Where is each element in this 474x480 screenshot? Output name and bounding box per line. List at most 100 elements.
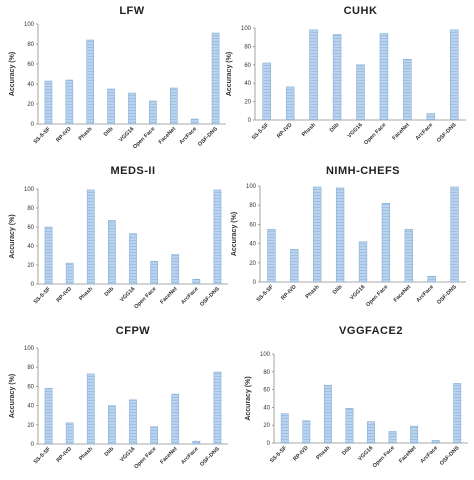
x-category-label: RP-IVD (55, 126, 72, 143)
y-tick-label: 60 (27, 384, 34, 390)
y-tick-label: 80 (244, 44, 251, 50)
chart-title: NIMH-CHEFS (326, 165, 400, 177)
x-category-label: Dlib (341, 445, 353, 457)
y-tick-label: 40 (27, 404, 34, 410)
x-category-label: OSF-DNS (439, 445, 461, 467)
x-category-label: FaceNet (393, 284, 412, 303)
bar-ss-5-sf (44, 226, 53, 285)
bar-phash (86, 373, 95, 445)
x-category-label: ArcFace (415, 122, 435, 142)
bar-arcface (427, 275, 436, 283)
bar-vgg16 (129, 399, 137, 445)
bar-phash (323, 384, 332, 444)
y-tick-label: 0 (253, 280, 257, 286)
bar-arcface (431, 440, 440, 444)
bar-osf-dns (213, 189, 222, 285)
y-tick-label: 0 (31, 282, 35, 288)
x-category-label: Dlib (104, 446, 116, 458)
y-tick-label: 20 (27, 102, 34, 108)
x-category-label: FaceNet (391, 122, 410, 141)
bar-rp-ivd (290, 249, 299, 283)
x-category-label: ArcFace (180, 286, 200, 306)
chart-svg: LFW Accuracy (%) 0 20 40 60 80 100 SS-5-SF RP-IVD… (9, 5, 226, 150)
bar-dlib (108, 405, 116, 445)
bar-facenet (410, 425, 419, 444)
bar-rp-ivd (65, 422, 74, 445)
x-category-label: ArcFace (180, 446, 200, 466)
x-category-label: RP-IVD (56, 446, 73, 463)
y-tick-label: 100 (241, 26, 252, 32)
bar-vgg16 (358, 241, 368, 283)
y-axis-label: Accuracy (%) (9, 374, 16, 418)
x-category-label: Open Face (365, 284, 389, 308)
y-tick-label: 60 (27, 225, 34, 231)
bar-facenet (171, 393, 180, 445)
bar-phash (309, 29, 318, 121)
bar-dlib (108, 220, 116, 285)
y-tick-label: 100 (24, 346, 35, 352)
bar-ss-5-sf (280, 413, 289, 444)
bar-arcface (192, 440, 201, 445)
y-tick-label: 80 (27, 42, 34, 48)
x-category-label: SS-5-SF (256, 284, 276, 304)
x-category-label: Open Face (132, 126, 156, 150)
bar-phash (86, 39, 95, 125)
x-category-label: OSF-DNS (436, 122, 458, 144)
x-category-label: SS-5-SF (33, 446, 53, 466)
y-tick-label: 20 (27, 263, 34, 269)
chart-svg: CFPW Accuracy (%) 0 20 40 60 80 100 SS-5-SF RP-IV… (9, 325, 228, 470)
y-tick-label: 40 (263, 405, 270, 411)
chart-svg: NIMH-CHEFS Accuracy (%) 0 20 40 60 80 100 SS-5-S… (231, 165, 466, 308)
y-tick-label: 40 (27, 82, 34, 88)
x-category-label: Phash (305, 284, 321, 300)
x-category-label: Phash (315, 445, 331, 461)
x-category-label: Phash (301, 122, 317, 138)
bar-arcface (192, 279, 201, 285)
x-category-label: OSF-DNS (436, 284, 458, 306)
x-category-label: FaceNet (398, 445, 417, 464)
x-category-label: SS-5-SF (33, 126, 53, 146)
chart-title: LFW (119, 5, 144, 17)
y-tick-label: 0 (31, 122, 35, 128)
bar-ss-5-sf (262, 62, 271, 121)
x-category-label: Dlib (103, 126, 115, 138)
y-tick-label: 40 (244, 81, 251, 87)
y-tick-label: 100 (260, 352, 271, 358)
bar-dlib (345, 408, 354, 444)
x-category-label: VGG16 (118, 126, 135, 143)
bar-phash (86, 189, 95, 285)
x-category-label: Open Face (133, 446, 157, 470)
bar-facenet (169, 87, 178, 125)
y-tick-label: 0 (248, 118, 252, 124)
bar-ss-5-sf (267, 228, 276, 283)
y-tick-label: 20 (244, 100, 251, 106)
x-category-label: VGG16 (119, 286, 136, 303)
x-category-label: SS-5-SF (33, 286, 53, 306)
x-category-label: Dlib (329, 122, 341, 134)
x-category-label: OSF-DNS (199, 446, 221, 468)
y-tick-label: 80 (27, 365, 34, 371)
x-category-label: Open Face (133, 286, 157, 310)
y-tick-label: 60 (27, 62, 34, 68)
chart-panel-lfw: LFW Accuracy (%) 0 20 40 60 80 100 SS-5-SF RP-IVD… (0, 0, 237, 160)
x-category-label: RP-IVD (280, 284, 297, 301)
x-category-label: SS-5-SF (269, 445, 289, 465)
bar-osf-dns (211, 32, 220, 125)
chart-panel-cuhk: CUHK Accuracy (%) 0 20 40 60 80 100 SS-5-SF RP-IV… (226, 0, 474, 160)
chart-panel-cfpw: CFPW Accuracy (%) 0 20 40 60 80 100 SS-5-SF RP-IV… (0, 320, 237, 480)
y-axis-label: Accuracy (%) (226, 52, 233, 96)
bar-vgg16 (356, 64, 365, 121)
bar-vgg16 (367, 421, 375, 444)
x-category-label: FaceNet (159, 446, 178, 465)
chart-panel-meds-ii: MEDS-II Accuracy (%) 0 20 40 60 80 100 SS-5-SF RP… (0, 160, 237, 320)
y-tick-label: 80 (263, 370, 270, 376)
bar-vgg16 (128, 92, 136, 125)
x-category-label: Dlib (104, 286, 116, 298)
y-tick-label: 80 (27, 206, 34, 212)
bar-open-face (379, 33, 389, 121)
bar-dlib (107, 88, 115, 125)
y-tick-label: 0 (31, 442, 35, 448)
bar-rp-ivd (65, 262, 74, 285)
chart-title: CFPW (116, 325, 151, 337)
